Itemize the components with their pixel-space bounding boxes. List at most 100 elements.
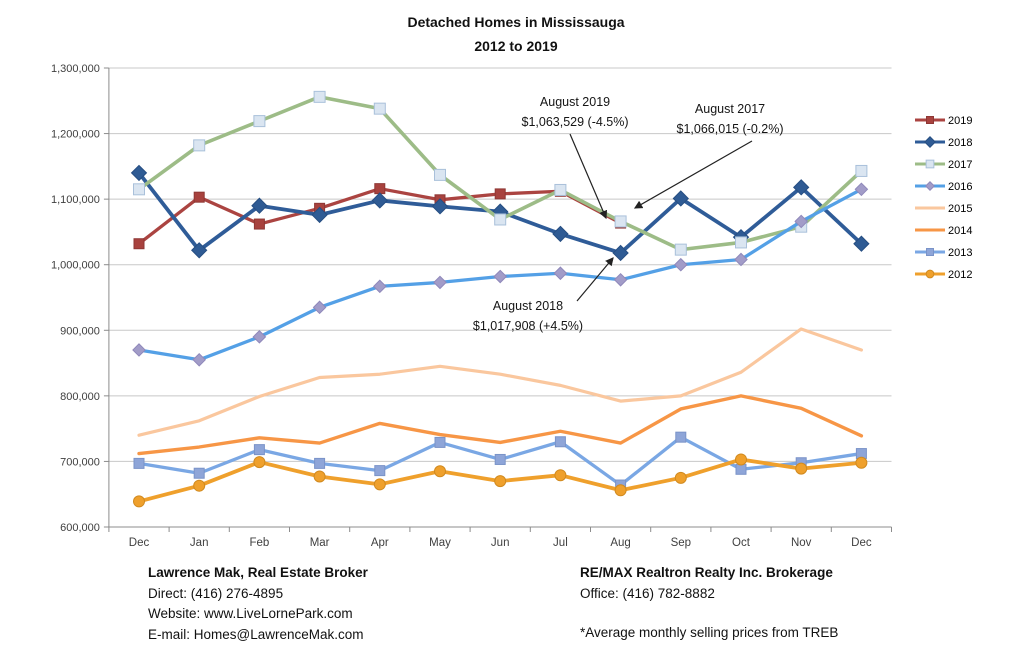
series-2012-marker [554, 469, 567, 482]
series-2017-marker [614, 215, 627, 228]
broker-contact-block: Lawrence Mak, Real Estate Broker Direct:… [148, 563, 368, 645]
series-2019-marker [193, 191, 205, 203]
series-2012-marker [313, 470, 326, 483]
legend-label-2015: 2015 [948, 203, 972, 215]
series-2016-marker [553, 266, 568, 281]
annotation-arrows [569, 133, 753, 302]
series-2016-marker [734, 252, 748, 267]
series-2012-marker [434, 465, 446, 478]
series-2018-marker [612, 244, 629, 262]
brokerage-office-phone: Office: (416) 782-8882 [580, 585, 715, 601]
series-2017-marker [193, 139, 206, 152]
series-2013-marker [133, 457, 145, 469]
series-2013-marker [675, 431, 687, 443]
y-axis-label: 1,000,000 [51, 260, 100, 272]
chart-title-line2: 2012 to 2019 [474, 38, 558, 54]
series-2012-marker [133, 495, 145, 508]
series-2012-marker [253, 456, 266, 469]
y-axis-label: 1,300,000 [51, 63, 100, 75]
legend-item-2013: 2013 [915, 247, 972, 259]
series-2016-marker [794, 214, 809, 229]
annotation-august-2018-value: $1,017,908 (+4.5%) [472, 319, 584, 333]
series-2018-marker [793, 179, 810, 196]
y-axis-label: 1,100,000 [51, 194, 100, 206]
series-2016-marker [613, 272, 628, 287]
x-axis-label: Mar [310, 537, 330, 549]
x-axis-label: Sep [671, 537, 691, 549]
series-2015-line [137, 327, 864, 437]
legend-label-2017: 2017 [948, 159, 972, 171]
series-2012-marker [614, 484, 627, 497]
series-2012-marker [735, 453, 747, 466]
legend-item-2017: 2017 [915, 159, 972, 171]
series-2012-marker [855, 456, 868, 469]
x-axis-label: Jan [190, 537, 209, 549]
x-axis-label: Apr [371, 537, 389, 549]
y-axis-label: 800,000 [60, 391, 100, 403]
annotation-august-2019: August 2019 $1,063,529 (-4.5%) [521, 92, 628, 132]
legend-item-2012: 2012 [915, 269, 972, 281]
series-2017-marker [253, 115, 266, 128]
annotation-august-2018-title: August 2018 [492, 299, 564, 313]
brokerage-name: RE/MAX Realtron Realty Inc. Brokerage [580, 565, 833, 580]
arrow-august-2018 [576, 257, 614, 302]
series-2018-marker [191, 242, 208, 259]
legend-item-2014: 2014 [915, 225, 972, 237]
series-2013-marker [554, 436, 566, 448]
series-2013-marker [374, 465, 386, 477]
series-2016-marker [673, 257, 688, 272]
x-axis-label: Oct [732, 537, 751, 549]
series-2017-marker [313, 90, 326, 103]
series-2017-marker [674, 243, 687, 256]
series-2019-marker [494, 188, 506, 200]
series-2016-marker [854, 182, 869, 197]
y-axis-label: 600,000 [60, 522, 100, 534]
legend-label-2013: 2013 [948, 247, 972, 259]
series-2014 [137, 394, 864, 456]
series-2018-marker [552, 225, 569, 243]
series-2016 [132, 182, 869, 367]
x-axis-label: Jun [491, 537, 510, 549]
series-2019-marker [926, 116, 934, 124]
y-axis-label: 900,000 [60, 325, 100, 337]
series-2017-marker [494, 213, 507, 226]
series-2012-marker [373, 478, 386, 491]
x-axis-label: May [429, 537, 451, 549]
legend-label-2014: 2014 [948, 225, 972, 237]
series-2015 [137, 327, 864, 437]
brokerage-contact-block: RE/MAX Realtron Realty Inc. Brokerage Of… [580, 563, 838, 644]
annotation-august-2017-value: $1,066,015 (-0.2%) [676, 122, 784, 136]
legend-item-2019: 2019 [915, 115, 972, 127]
arrow-august-2017 [633, 140, 753, 209]
legend-label-2016: 2016 [948, 181, 972, 193]
series-2019-marker [133, 238, 145, 250]
series-2016-marker [252, 330, 267, 344]
data-source-note: *Average monthly selling prices from TRE… [580, 625, 839, 640]
series-2013-marker [193, 467, 205, 479]
series-2017-marker [855, 164, 868, 177]
series-2018-marker [130, 164, 148, 182]
series-2012-marker [925, 269, 935, 279]
x-axis-label: Aug [610, 537, 630, 549]
series-2013-marker [735, 463, 747, 475]
y-axis-label: 1,200,000 [51, 129, 100, 141]
series-2018 [130, 164, 870, 262]
annotation-august-2017: August 2017 $1,066,015 (-0.2%) [676, 99, 783, 139]
legend-item-2018: 2018 [915, 136, 972, 149]
annotation-august-2018: August 2018 $1,017,908 (+4.5%) [473, 296, 583, 336]
series-2017-marker [925, 159, 935, 169]
series-2013-marker [314, 457, 326, 469]
legend-label-2019: 2019 [948, 115, 972, 127]
series-2016-marker [493, 269, 508, 284]
series-2019-marker [374, 183, 386, 195]
series-2018-marker [371, 192, 388, 209]
series-2017-marker [735, 236, 747, 249]
series-2016-marker [192, 352, 207, 367]
series-2016-marker [433, 275, 447, 290]
series-2018-marker [311, 206, 328, 224]
series-2018-marker [672, 190, 689, 207]
chart-title-line1: Detached Homes in Mississauga [407, 14, 625, 30]
chart-title: Detached Homes in Mississauga 2012 to 20… [407, 10, 624, 58]
series-2013-marker [253, 444, 265, 456]
